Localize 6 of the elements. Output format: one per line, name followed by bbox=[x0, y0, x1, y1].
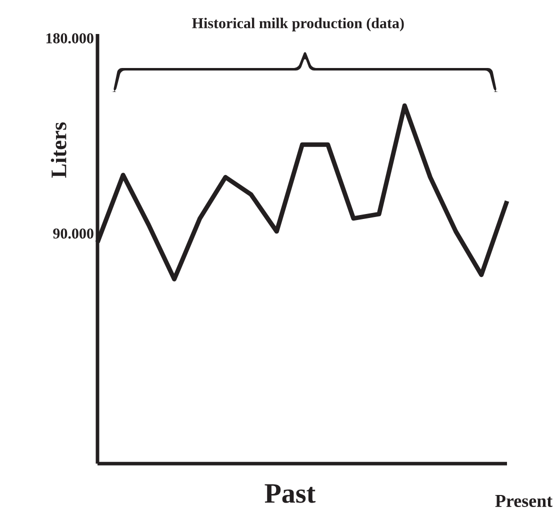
y-tick-label: 90.000 bbox=[53, 228, 94, 239]
text: Historical milk production (data) bbox=[192, 18, 404, 32]
y-axis-title: Liters bbox=[50, 122, 66, 178]
y-tick-label: 180.000 bbox=[46, 33, 94, 44]
x-axis-title: Past bbox=[264, 484, 316, 503]
text: Present bbox=[495, 495, 553, 507]
